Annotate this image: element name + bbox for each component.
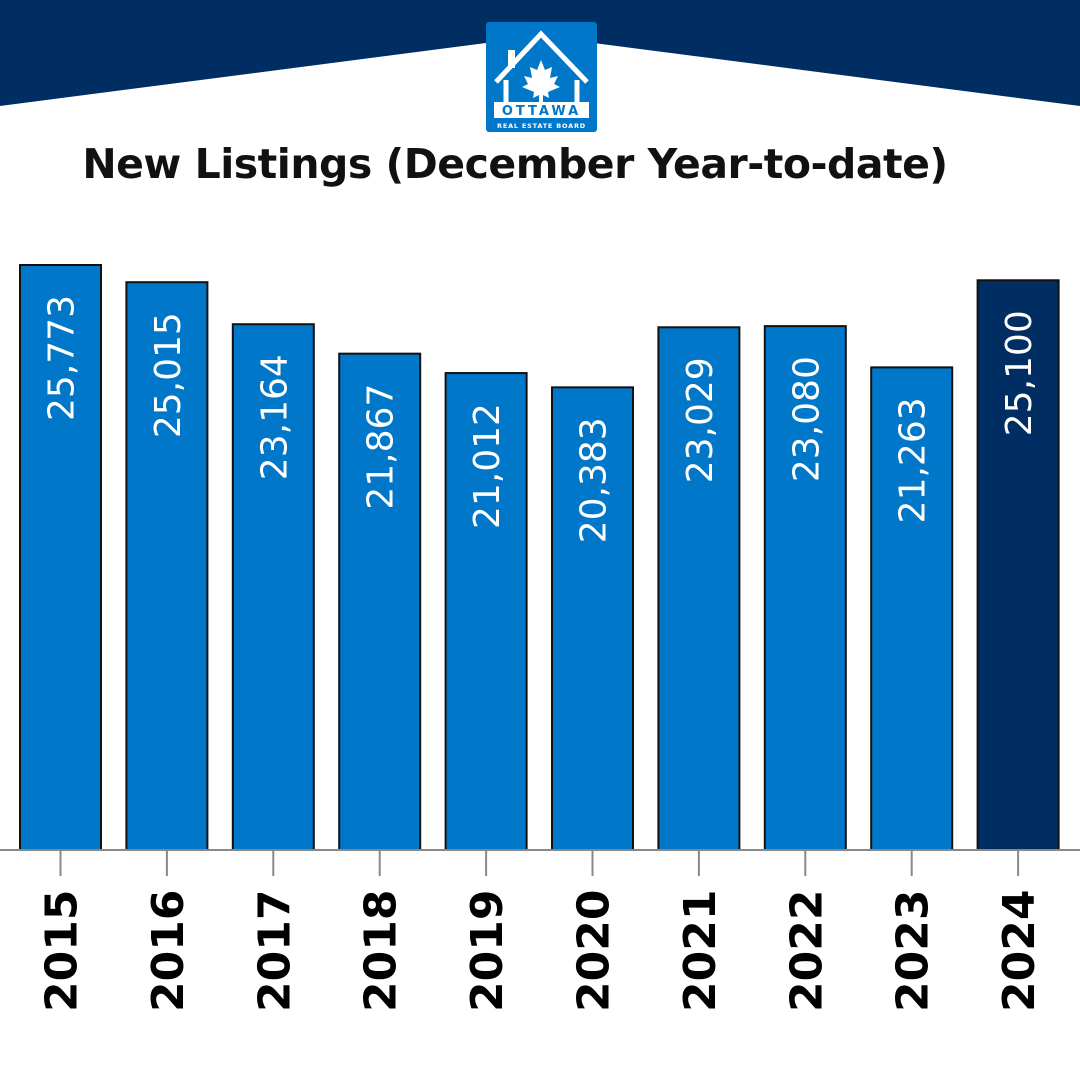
x-tick-label-2016: 2016 <box>143 890 194 1012</box>
house-maple-leaf-icon: OTTAWA REAL ESTATE BOARD <box>494 30 589 130</box>
x-tick-label-2024: 2024 <box>994 890 1045 1012</box>
header-band <box>0 0 1080 106</box>
x-tick-label-2017: 2017 <box>249 890 300 1012</box>
bar-2017 <box>231 323 315 851</box>
x-tick-label-2021: 2021 <box>675 890 726 1012</box>
logo-text-board: REAL ESTATE BOARD <box>497 122 586 130</box>
chart-title: New Listings (December Year-to-date) <box>82 140 948 188</box>
data-label-2020: 20,383 <box>574 417 615 543</box>
ottawa-real-estate-board-logo: OTTAWA REAL ESTATE BOARD <box>486 22 597 132</box>
bar-2020 <box>551 386 634 851</box>
bar-2021 <box>657 326 741 851</box>
x-tick-label-2023: 2023 <box>888 890 939 1012</box>
data-label-2016: 25,015 <box>148 312 189 438</box>
bar-2015 <box>19 264 102 851</box>
data-label-2023: 21,263 <box>893 397 934 523</box>
data-label-2015: 25,773 <box>42 295 83 421</box>
x-tick-label-2020: 2020 <box>569 890 620 1012</box>
bar-2016 <box>125 281 209 851</box>
bar-2024 <box>976 279 1060 851</box>
data-label-2022: 23,080 <box>786 356 827 482</box>
x-tick-label-2022: 2022 <box>781 890 832 1012</box>
x-tick-label-2019: 2019 <box>462 890 513 1012</box>
x-tick-label-2018: 2018 <box>356 890 407 1012</box>
logo-text-ottawa: OTTAWA <box>502 104 581 119</box>
data-label-2024: 25,100 <box>999 310 1040 436</box>
bar-2018 <box>338 352 422 851</box>
data-label-2018: 21,867 <box>361 384 402 510</box>
bar-2019 <box>444 372 528 851</box>
data-label-2017: 23,164 <box>254 354 295 480</box>
data-label-2021: 23,029 <box>680 357 721 483</box>
x-tick-label-2015: 2015 <box>37 890 88 1012</box>
bar-2023 <box>870 366 954 851</box>
data-label-2019: 21,012 <box>467 403 508 529</box>
